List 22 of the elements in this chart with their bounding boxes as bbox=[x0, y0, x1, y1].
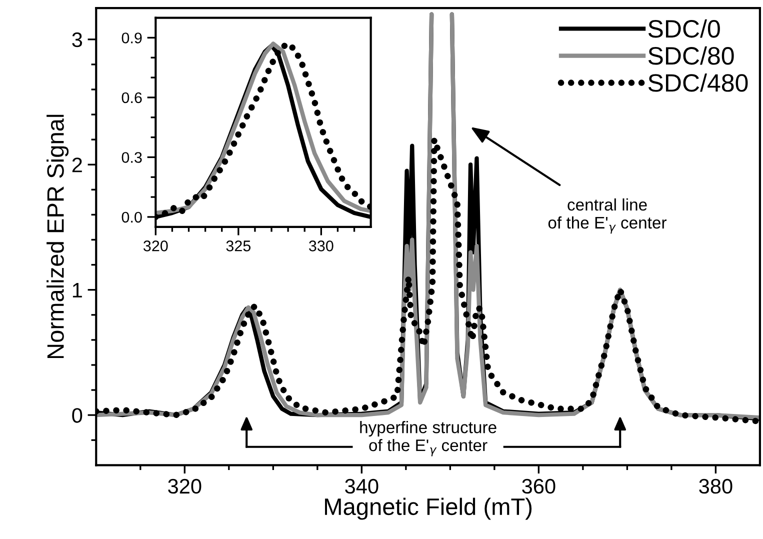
x-tick-label: 330 bbox=[309, 240, 334, 252]
y-axis-title: Normalized EPR Signal bbox=[46, 114, 69, 358]
y-tick-label: 0.9 bbox=[122, 32, 142, 44]
x-axis-title: Magnetic Field (mT) bbox=[325, 498, 532, 520]
x-tick-label: 325 bbox=[226, 240, 251, 252]
legend-label: SDC/480 bbox=[648, 73, 748, 92]
y-tick-label: 0.6 bbox=[122, 92, 142, 104]
x-tick-label: 320 bbox=[168, 478, 202, 494]
x-tick-label: 320 bbox=[143, 240, 168, 252]
legend-label: SDC/0 bbox=[648, 19, 720, 38]
legend-label: SDC/80 bbox=[648, 46, 734, 65]
x-tick-label: 340 bbox=[345, 478, 378, 494]
x-tick-label: 360 bbox=[522, 478, 556, 494]
y-tick-label: 3 bbox=[72, 32, 82, 48]
y-tick-label: 2 bbox=[72, 158, 82, 172]
y-tick-label: 1 bbox=[72, 283, 82, 298]
y-tick-label: 0 bbox=[72, 408, 82, 423]
annotation: central line of the E'$_{γ}$ center bbox=[548, 198, 667, 234]
y-tick-label: 0.3 bbox=[122, 152, 142, 163]
y-tick-label: 0.0 bbox=[122, 212, 142, 223]
x-tick-label: 380 bbox=[699, 478, 732, 494]
annotation: hyperfine structure of the E'$_{γ}$ center bbox=[360, 420, 496, 456]
